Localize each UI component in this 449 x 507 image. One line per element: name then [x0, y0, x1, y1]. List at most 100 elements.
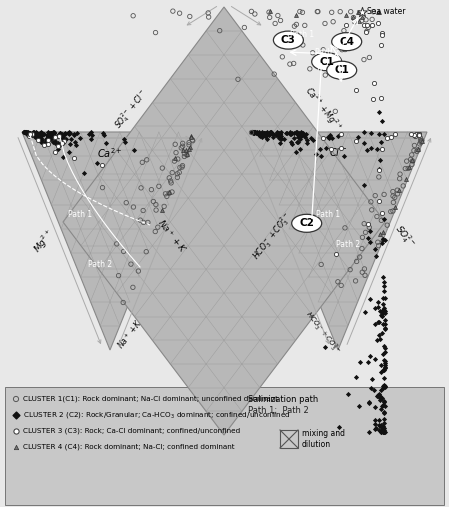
Point: [44, 133, 52, 141]
Point: [261, 132, 268, 140]
Point: [255, 131, 263, 139]
Point: [88, 134, 95, 142]
Point: [180, 146, 187, 154]
Point: [276, 130, 283, 138]
Point: [356, 8, 363, 16]
Point: [372, 251, 379, 260]
Point: [400, 182, 407, 190]
Point: [375, 242, 382, 250]
Point: [355, 17, 362, 25]
Point: [169, 7, 176, 15]
Point: [250, 128, 257, 136]
Point: [265, 8, 273, 16]
Point: [263, 128, 270, 136]
Point: [128, 260, 135, 268]
Text: $Na^+ + K$: $Na^+ + K$: [114, 316, 145, 351]
Point: [248, 128, 255, 136]
Point: [378, 428, 385, 436]
Point: [44, 136, 51, 144]
Point: [294, 128, 301, 136]
Point: [381, 316, 388, 324]
Point: [374, 238, 381, 246]
Point: [59, 139, 66, 148]
Point: [140, 206, 147, 214]
Point: [317, 261, 325, 269]
Point: [74, 128, 81, 136]
Point: [250, 128, 257, 136]
Text: C2: C2: [299, 219, 314, 228]
Point: [88, 131, 95, 139]
Point: [371, 424, 379, 432]
Point: [380, 425, 387, 433]
Point: [379, 393, 386, 402]
Point: [283, 129, 290, 137]
Point: [39, 135, 46, 143]
Point: [37, 128, 44, 136]
Point: [376, 396, 383, 405]
Point: [383, 133, 391, 141]
Point: [161, 202, 168, 210]
Point: [294, 137, 301, 146]
Point: [374, 145, 381, 153]
Point: [379, 228, 387, 236]
Point: [376, 230, 383, 238]
Point: [253, 128, 260, 136]
Point: [378, 216, 385, 225]
Point: [269, 132, 277, 140]
Point: [171, 157, 178, 165]
Point: [26, 132, 33, 140]
Point: [259, 129, 266, 137]
Point: [338, 281, 345, 289]
Point: [380, 300, 387, 308]
Point: [375, 303, 382, 311]
Point: [380, 214, 387, 223]
Point: [367, 295, 374, 303]
Point: [22, 129, 29, 137]
Point: [137, 184, 145, 192]
Point: [30, 128, 37, 136]
Point: [381, 366, 388, 374]
Point: [152, 200, 159, 208]
Point: [379, 238, 386, 246]
Point: [286, 130, 293, 138]
Point: [51, 139, 58, 148]
Point: [293, 128, 300, 136]
Point: [100, 130, 107, 138]
Point: [168, 188, 176, 196]
Point: [137, 216, 144, 224]
Point: [20, 128, 27, 136]
Point: [262, 130, 269, 138]
Point: [26, 129, 33, 137]
Point: [248, 128, 255, 136]
Point: [370, 79, 377, 87]
Point: [57, 131, 65, 139]
Point: [187, 132, 194, 140]
Point: [299, 130, 306, 138]
Point: [360, 128, 367, 136]
Point: [411, 131, 418, 139]
Point: [50, 132, 57, 140]
Point: [93, 159, 101, 167]
Point: [277, 135, 285, 143]
Text: C3: C3: [281, 35, 296, 45]
Point: [258, 128, 265, 136]
Point: [361, 220, 368, 228]
Point: [380, 282, 387, 290]
Point: [296, 132, 304, 140]
Point: [248, 128, 255, 136]
Text: Path 1;  Path 2: Path 1; Path 2: [248, 407, 309, 416]
Point: [267, 128, 274, 136]
Point: [251, 128, 258, 136]
Point: [372, 403, 379, 411]
Point: [32, 131, 39, 139]
Point: [44, 131, 51, 139]
Point: [352, 373, 360, 381]
Point: [216, 26, 223, 34]
Point: [22, 128, 29, 136]
Point: [368, 206, 375, 214]
Point: [375, 426, 383, 434]
Point: [381, 342, 388, 350]
Point: [271, 70, 278, 78]
Point: [341, 224, 348, 232]
Point: [248, 128, 255, 136]
